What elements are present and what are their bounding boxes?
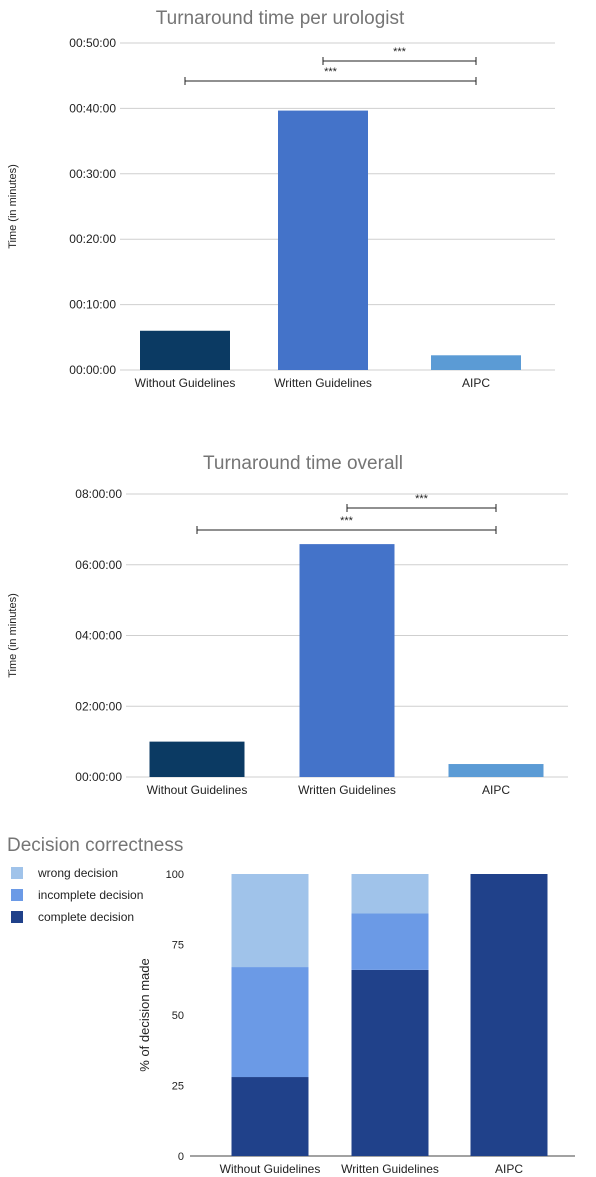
bar-segment [231,1077,309,1156]
x-tick-label: AIPC [495,1162,523,1176]
y-tick-label: 00:20:00 [69,232,116,246]
y-tick-label: 08:00:00 [75,487,122,501]
x-tick-label: Without Guidelines [220,1162,321,1176]
y-axis-label: % of decision made [137,958,152,1071]
bar-segment [351,913,429,970]
y-tick-label: 0 [178,1151,184,1163]
y-tick-label: 00:00:00 [75,770,122,784]
significance-label: *** [393,46,407,58]
chart-title: Turnaround time per urologist [156,8,405,29]
legend-label: incomplete decision [38,888,143,902]
bar-segment [231,874,309,968]
y-tick-label: 00:40:00 [69,101,116,115]
legend-label: wrong decision [37,866,118,880]
x-tick-label: Without Guidelines [135,376,236,390]
y-tick-label: 75 [172,940,184,952]
y-tick-label: 00:10:00 [69,298,116,312]
bar [431,355,521,370]
y-tick-label: 00:00:00 [69,363,116,377]
x-tick-label: Without Guidelines [147,783,248,797]
x-tick-label: Written Guidelines [298,783,396,797]
chart-title: Decision correctness [7,835,183,856]
x-tick-label: AIPC [462,376,490,390]
y-tick-label: 25 [172,1081,184,1093]
x-tick-label: Written Guidelines [341,1162,439,1176]
y-axis-label: Time (in minutes) [7,593,19,678]
significance-label: *** [415,493,429,505]
bar [448,764,544,777]
legend-swatch [11,911,23,923]
bar-segment [351,874,429,914]
significance-label: *** [324,66,338,78]
bar [278,110,368,370]
chart-title: Turnaround time overall [203,453,403,474]
y-tick-label: 100 [166,869,184,881]
y-tick-label: 06:00:00 [75,558,122,572]
bar-segment [231,967,309,1078]
bar [140,330,230,370]
y-axis-label: Time (in minutes) [7,164,19,249]
x-tick-label: Written Guidelines [274,376,372,390]
legend-swatch [11,867,23,879]
bar-segment [470,874,548,1156]
y-tick-label: 00:30:00 [69,167,116,181]
x-tick-label: AIPC [482,783,510,797]
chart-turnaround-per-urologist: Turnaround time per urologist 00:00:00 00:… [7,8,555,390]
bar [299,544,395,777]
bar-segment [351,969,429,1156]
y-tick-label: 50 [172,1010,184,1022]
y-tick-label: 02:00:00 [75,699,122,713]
y-tick-label: 00:50:00 [69,36,116,50]
y-tick-label: 04:00:00 [75,629,122,643]
chart-turnaround-overall: Turnaround time overall 00:00:00 02:00:00 0… [7,453,568,797]
significance-label: *** [340,515,354,527]
legend-label: complete decision [38,910,134,924]
chart-decision-correctness: Decision correctness 0 25 50 75 100 % of decis… [7,835,575,1176]
bar [149,741,245,777]
legend-swatch [11,889,23,901]
